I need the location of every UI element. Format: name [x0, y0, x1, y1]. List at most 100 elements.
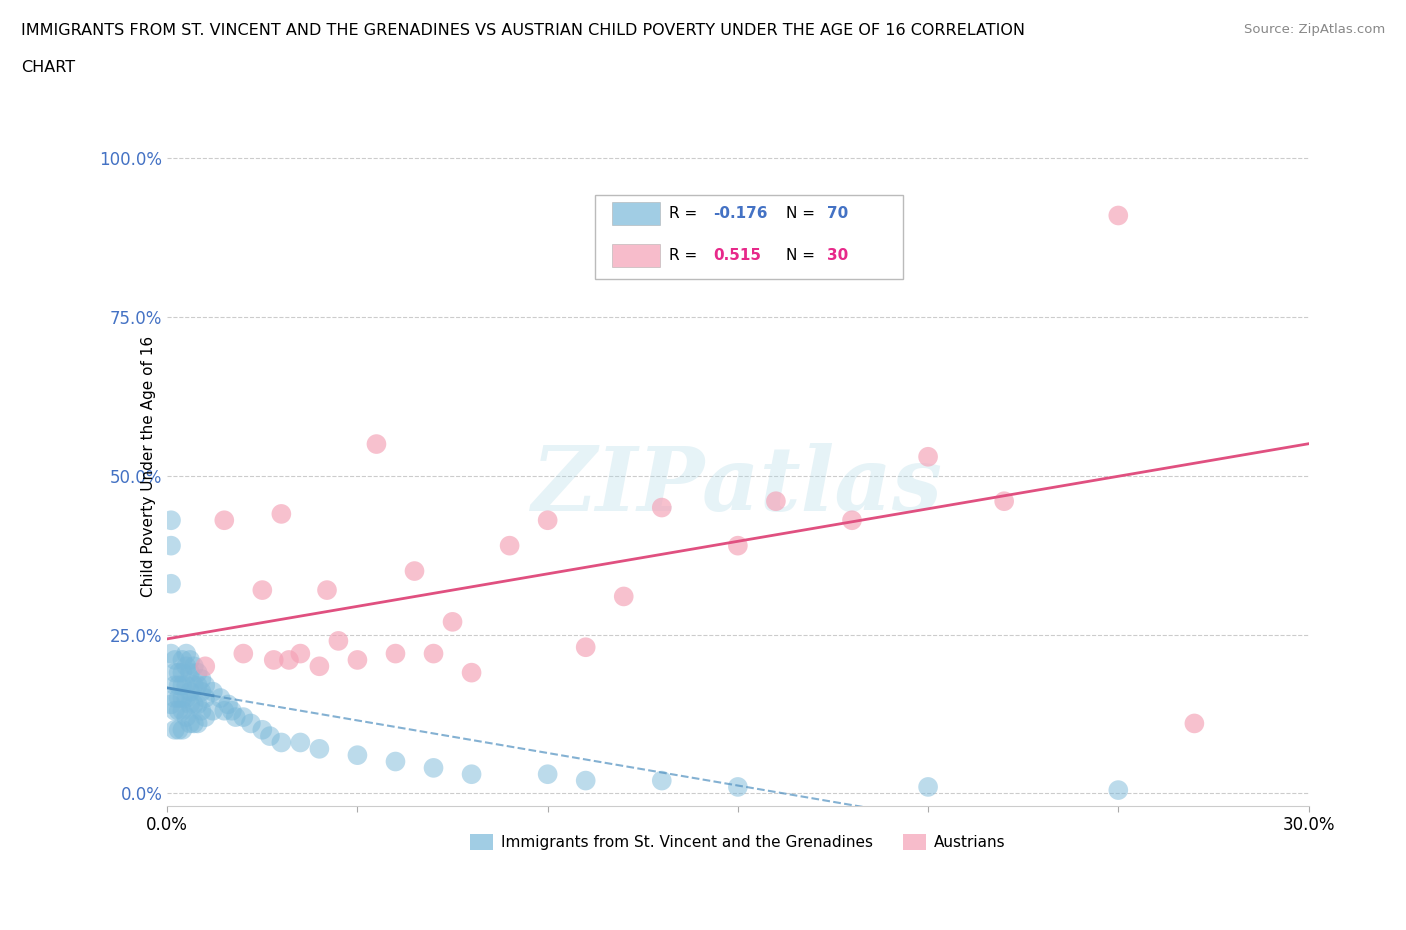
Point — [187, 697, 209, 711]
Point — [172, 691, 194, 706]
Point — [217, 697, 239, 711]
Point — [167, 665, 190, 680]
Point — [232, 646, 254, 661]
Point — [404, 564, 426, 578]
Point — [194, 658, 217, 673]
Point — [187, 716, 209, 731]
Point — [183, 716, 205, 731]
Point — [214, 703, 236, 718]
Point — [172, 653, 194, 668]
FancyBboxPatch shape — [595, 194, 903, 279]
Text: N =: N = — [786, 206, 820, 221]
Point — [1107, 208, 1129, 223]
Point — [278, 653, 301, 668]
Point — [172, 703, 194, 718]
Point — [160, 512, 183, 527]
Point — [328, 633, 350, 648]
Y-axis label: Child Poverty Under the Age of 16: Child Poverty Under the Age of 16 — [141, 336, 156, 597]
Point — [167, 691, 190, 706]
Point — [308, 658, 330, 673]
Point — [163, 691, 186, 706]
Point — [163, 653, 186, 668]
Point — [346, 653, 368, 668]
Point — [183, 697, 205, 711]
Point — [270, 507, 292, 522]
Text: Source: ZipAtlas.com: Source: ZipAtlas.com — [1244, 23, 1385, 36]
Point — [183, 678, 205, 693]
Text: N =: N = — [786, 248, 820, 263]
Point — [174, 678, 197, 693]
Point — [172, 723, 194, 737]
Text: IMMIGRANTS FROM ST. VINCENT AND THE GRENADINES VS AUSTRIAN CHILD POVERTY UNDER T: IMMIGRANTS FROM ST. VINCENT AND THE GREN… — [21, 23, 1025, 38]
Point — [422, 646, 444, 661]
Point — [183, 658, 205, 673]
Point — [160, 646, 183, 661]
Point — [384, 754, 406, 769]
Point — [201, 703, 224, 718]
Point — [179, 684, 201, 699]
Point — [765, 494, 787, 509]
Point — [537, 766, 560, 781]
Legend: Immigrants from St. Vincent and the Grenadines, Austrians: Immigrants from St. Vincent and the Gren… — [464, 828, 1012, 857]
Point — [232, 710, 254, 724]
Text: R =: R = — [669, 248, 703, 263]
Point — [160, 697, 183, 711]
Point — [384, 646, 406, 661]
Point — [316, 583, 339, 598]
Point — [225, 710, 247, 724]
Point — [460, 665, 482, 680]
Point — [209, 691, 232, 706]
Point — [163, 723, 186, 737]
Text: 30: 30 — [827, 248, 848, 263]
Point — [366, 436, 388, 451]
Point — [172, 678, 194, 693]
Point — [422, 761, 444, 776]
Text: 0.515: 0.515 — [713, 248, 761, 263]
Point — [239, 716, 262, 731]
Point — [575, 640, 598, 655]
Point — [179, 665, 201, 680]
Point — [174, 646, 197, 661]
Point — [727, 779, 749, 794]
Point — [187, 678, 209, 693]
Point — [651, 773, 673, 788]
FancyBboxPatch shape — [613, 202, 661, 225]
Point — [1182, 716, 1205, 731]
Point — [163, 703, 186, 718]
Point — [179, 716, 201, 731]
FancyBboxPatch shape — [613, 245, 661, 267]
Text: ZIPatlas: ZIPatlas — [533, 444, 943, 530]
Point — [194, 691, 217, 706]
Point — [172, 665, 194, 680]
Point — [221, 703, 243, 718]
Point — [308, 741, 330, 756]
Point — [346, 748, 368, 763]
Point — [727, 538, 749, 553]
Point — [252, 723, 274, 737]
Point — [214, 512, 236, 527]
Point — [993, 494, 1015, 509]
Text: CHART: CHART — [21, 60, 75, 75]
Point — [194, 710, 217, 724]
Point — [537, 512, 560, 527]
Point — [160, 538, 183, 553]
Point — [1107, 783, 1129, 798]
Point — [841, 512, 863, 527]
Point — [917, 449, 939, 464]
Point — [270, 735, 292, 750]
Point — [167, 723, 190, 737]
Point — [194, 678, 217, 693]
Point — [190, 703, 212, 718]
Point — [179, 697, 201, 711]
Point — [190, 671, 212, 686]
Point — [441, 615, 464, 630]
Point — [575, 773, 598, 788]
Point — [179, 653, 201, 668]
Point — [174, 710, 197, 724]
Point — [917, 779, 939, 794]
Point — [263, 653, 285, 668]
Point — [290, 646, 312, 661]
Point — [174, 658, 197, 673]
Point — [201, 684, 224, 699]
Point — [290, 735, 312, 750]
